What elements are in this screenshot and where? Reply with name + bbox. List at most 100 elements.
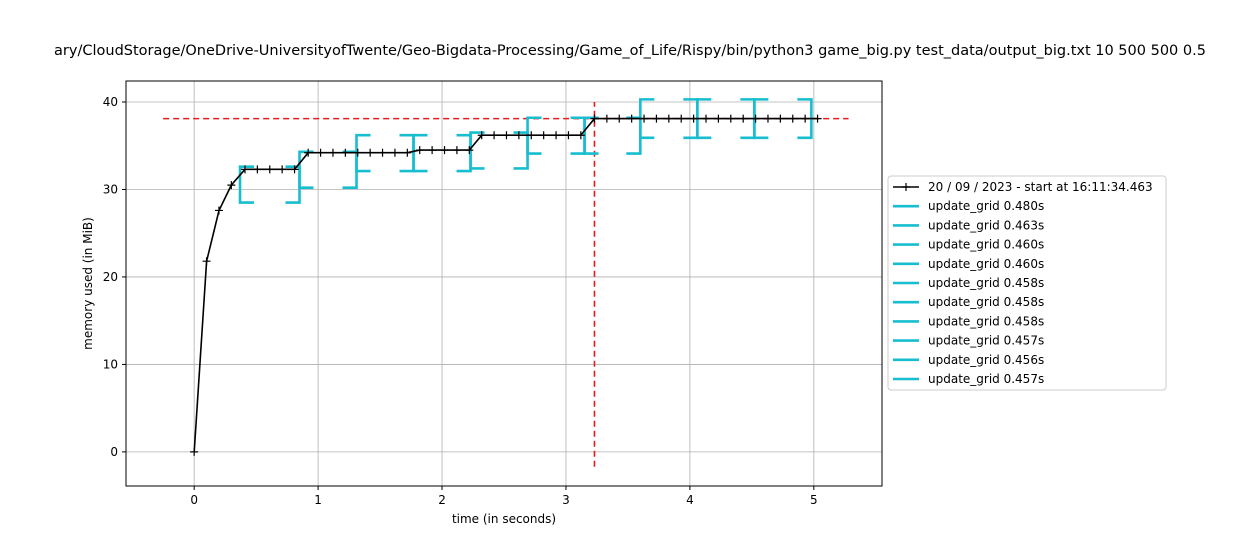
memory-point: [751, 114, 760, 123]
x-axis: 0 1 2 3 4 5: [190, 486, 818, 507]
memory-point: [739, 114, 748, 123]
legend-item: update_grid 0.458s: [893, 314, 1044, 328]
legend-label: update_grid 0.457s: [928, 334, 1044, 348]
legend-item: update_grid 0.460s: [893, 238, 1044, 252]
x-axis-label: time (in seconds): [452, 512, 556, 526]
legend-item: update_grid 0.456s: [893, 353, 1044, 367]
legend-item: update_grid 0.458s: [893, 295, 1044, 309]
memory-point: [202, 257, 211, 266]
memory-point: [689, 114, 698, 123]
legend-item: update_grid 0.460s: [893, 257, 1044, 271]
memory-point: [415, 146, 424, 155]
memory-point: [490, 131, 499, 140]
memory-point: [776, 114, 785, 123]
bracket-end: [342, 150, 358, 190]
memory-point: [640, 114, 649, 123]
memory-point: [316, 148, 325, 157]
legend-item: 20 / 09 / 2023 - start at 16:11:34.463: [893, 180, 1153, 194]
function-bracket: [583, 116, 642, 155]
memory-point: [813, 114, 822, 123]
memory-point: [801, 114, 810, 123]
memory-point: [726, 114, 735, 123]
x-tick-label: 3: [562, 493, 570, 507]
memory-point: [341, 148, 350, 157]
memory-point: [253, 165, 262, 174]
legend-item: update_grid 0.458s: [893, 276, 1044, 290]
chart-title: ary/CloudStorage/OneDrive-UniversityofTw…: [54, 43, 1206, 59]
legend-label: update_grid 0.457s: [928, 372, 1044, 386]
memory-point: [265, 165, 274, 174]
bracket-start: [238, 165, 255, 204]
memory-point: [328, 148, 337, 157]
bracket-end: [456, 133, 472, 173]
memory-point: [366, 148, 375, 157]
memory-point: [477, 131, 486, 140]
memory-point: [627, 114, 636, 123]
legend-label: update_grid 0.460s: [928, 257, 1044, 271]
memory-line: [193, 117, 818, 452]
memory-point: [664, 114, 673, 123]
bracket-end: [513, 131, 529, 170]
legend-item: update_grid 0.463s: [893, 218, 1044, 232]
legend-box: [887, 175, 1167, 391]
memory-point: [714, 114, 723, 123]
memory-point: [452, 146, 461, 155]
grid: [126, 81, 882, 486]
memory-point: [677, 114, 686, 123]
memory-point: [527, 131, 536, 140]
max-lines: [163, 101, 849, 467]
legend-label: update_grid 0.458s: [928, 276, 1044, 290]
memory-point: [227, 181, 236, 190]
legend-marker: [902, 183, 910, 191]
memory-point: [576, 131, 585, 140]
memory-point: [403, 148, 412, 157]
memory-point: [552, 131, 561, 140]
memory-series: [190, 114, 822, 456]
legend-item: update_grid 0.457s: [893, 372, 1044, 386]
legend-label: update_grid 0.463s: [928, 218, 1044, 232]
y-axis-label: memory used (in MiB): [81, 217, 95, 350]
memory-point: [353, 148, 362, 157]
bracket-end: [626, 116, 642, 155]
x-tick-label: 5: [810, 493, 818, 507]
memory-point: [290, 165, 299, 174]
x-tick-label: 4: [686, 493, 694, 507]
function-bracket: [298, 150, 358, 190]
x-tick-label: 2: [438, 493, 446, 507]
memory-point: [278, 165, 287, 174]
memory-point: [465, 146, 474, 155]
plot-frame: [125, 80, 883, 487]
memory-point: [304, 148, 313, 157]
y-tick-label: 40: [103, 95, 118, 109]
memory-point: [214, 206, 223, 215]
memory-point: [763, 114, 772, 123]
legend-label: update_grid 0.460s: [928, 238, 1044, 252]
memory-point: [390, 148, 399, 157]
legend-label: update_grid 0.456s: [928, 353, 1044, 367]
x-tick-label: 1: [314, 493, 322, 507]
memory-point: [440, 146, 449, 155]
memory-point: [788, 114, 797, 123]
y-tick-label: 0: [110, 445, 118, 459]
y-axis: 0 10 20 30 40: [103, 95, 126, 459]
bracket-end: [285, 165, 301, 204]
y-tick-label: 30: [103, 182, 118, 196]
y-tick-label: 20: [103, 270, 118, 284]
brackets: [238, 98, 813, 204]
memory-point: [428, 146, 437, 155]
legend-label: update_grid 0.458s: [928, 314, 1044, 328]
memory-point: [240, 165, 249, 174]
legend-item: update_grid 0.480s: [893, 199, 1044, 213]
memory-point: [590, 114, 599, 123]
memory-point: [702, 114, 711, 123]
legend-label: update_grid 0.480s: [928, 199, 1044, 213]
legend-item: update_grid 0.457s: [893, 334, 1044, 348]
legend-label: update_grid 0.458s: [928, 295, 1044, 309]
memory-point: [615, 114, 624, 123]
bracket-start: [298, 150, 314, 190]
legend-label: 20 / 09 / 2023 - start at 16:11:34.463: [928, 180, 1153, 194]
y-tick-label: 10: [103, 357, 118, 371]
legend: 20 / 09 / 2023 - start at 16:11:34.463 up…: [887, 175, 1167, 391]
memory-point: [502, 131, 511, 140]
